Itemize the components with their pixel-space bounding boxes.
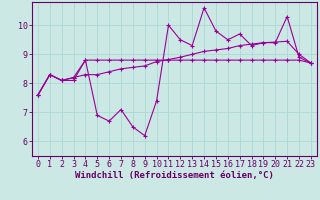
- X-axis label: Windchill (Refroidissement éolien,°C): Windchill (Refroidissement éolien,°C): [75, 171, 274, 180]
